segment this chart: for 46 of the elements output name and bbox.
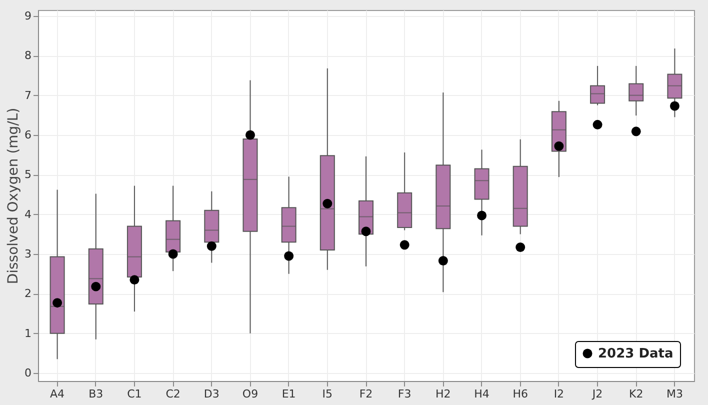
x-tick-label: J2 (591, 388, 603, 400)
y-tick-label: 8 (24, 49, 32, 62)
point (245, 130, 255, 140)
point (554, 141, 564, 151)
y-tick-label: 9 (24, 9, 32, 22)
x-tick-label: D3 (204, 388, 220, 400)
y-tick-label: 6 (24, 128, 32, 142)
point (592, 120, 602, 130)
y-axis-title: Dissolved Oxygen (mg/L) (6, 108, 22, 284)
x-tick-label: K2 (629, 388, 644, 400)
point (631, 126, 641, 136)
point (400, 240, 410, 250)
x-tick-label: I2 (554, 388, 564, 400)
point (91, 282, 101, 292)
y-tick-label: 3 (24, 248, 32, 261)
x-tick-label: O9 (242, 388, 258, 400)
x-tick-label: C2 (166, 388, 180, 400)
point (516, 242, 526, 252)
point (438, 256, 448, 266)
point (322, 198, 332, 208)
y-tick-label: 5 (24, 168, 32, 182)
y-tick-label: 1 (24, 326, 32, 340)
x-tick-label: I5 (322, 388, 333, 400)
x-tick-label: F2 (359, 388, 373, 400)
y-tick-label: 0 (24, 366, 32, 380)
point (284, 251, 294, 261)
y-tick-label: 7 (24, 88, 32, 102)
legend-label: 2023 Data (598, 346, 674, 362)
point (130, 275, 140, 285)
x-tick-label: F3 (398, 388, 412, 400)
point (168, 249, 178, 259)
y-tick-label: 4 (24, 208, 32, 221)
x-tick-label: M3 (666, 388, 683, 400)
x-tick-label: H6 (512, 388, 528, 400)
point (52, 298, 62, 308)
x-tick-label: C1 (127, 388, 142, 400)
x-tick-label: E1 (282, 388, 296, 400)
x-tick-label: B3 (88, 388, 104, 400)
x-tick-label: H4 (474, 388, 490, 400)
point (477, 210, 487, 220)
x-tick-label: H2 (436, 388, 451, 400)
point (206, 241, 216, 251)
point (361, 226, 371, 236)
point (670, 101, 680, 111)
x-tick-label: A4 (50, 388, 65, 400)
y-tick-label: 2 (24, 287, 32, 300)
